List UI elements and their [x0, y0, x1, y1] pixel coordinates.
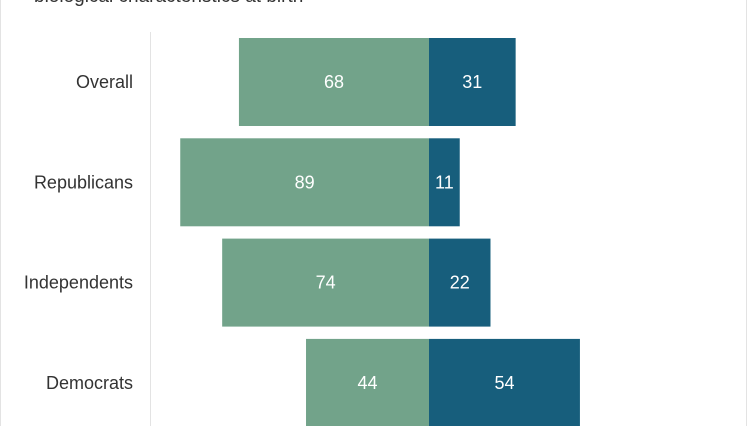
- category-label-independents: Independents: [24, 273, 133, 293]
- chart-title: biological characteristics at birth: [34, 0, 303, 8]
- data-label-right-republicans: 11: [435, 172, 454, 192]
- data-label-left-overall: 68: [324, 72, 344, 92]
- bar-left-independents: [222, 238, 429, 327]
- data-label-left-republicans: 89: [295, 172, 315, 192]
- category-label-republicans: Republicans: [34, 172, 133, 192]
- category-label-democrats: Democrats: [46, 373, 133, 393]
- data-label-right-democrats: 54: [494, 373, 514, 393]
- bar-right-republicans: [429, 138, 460, 227]
- bar-left-republicans: [180, 138, 429, 227]
- bar-right-democrats: [429, 338, 580, 426]
- bar-left-overall: [238, 38, 429, 126]
- data-label-left-independents: 74: [316, 273, 336, 293]
- data-label-left-democrats: 44: [357, 373, 377, 393]
- category-label-overall: Overall: [76, 72, 133, 92]
- data-label-right-independents: 22: [450, 273, 470, 293]
- left-border: [0, 0, 1, 426]
- data-label-right-overall: 31: [462, 72, 482, 92]
- bar-right-overall: [429, 38, 516, 126]
- bar-left-democrats: [306, 338, 429, 426]
- bar-right-independents: [429, 238, 491, 327]
